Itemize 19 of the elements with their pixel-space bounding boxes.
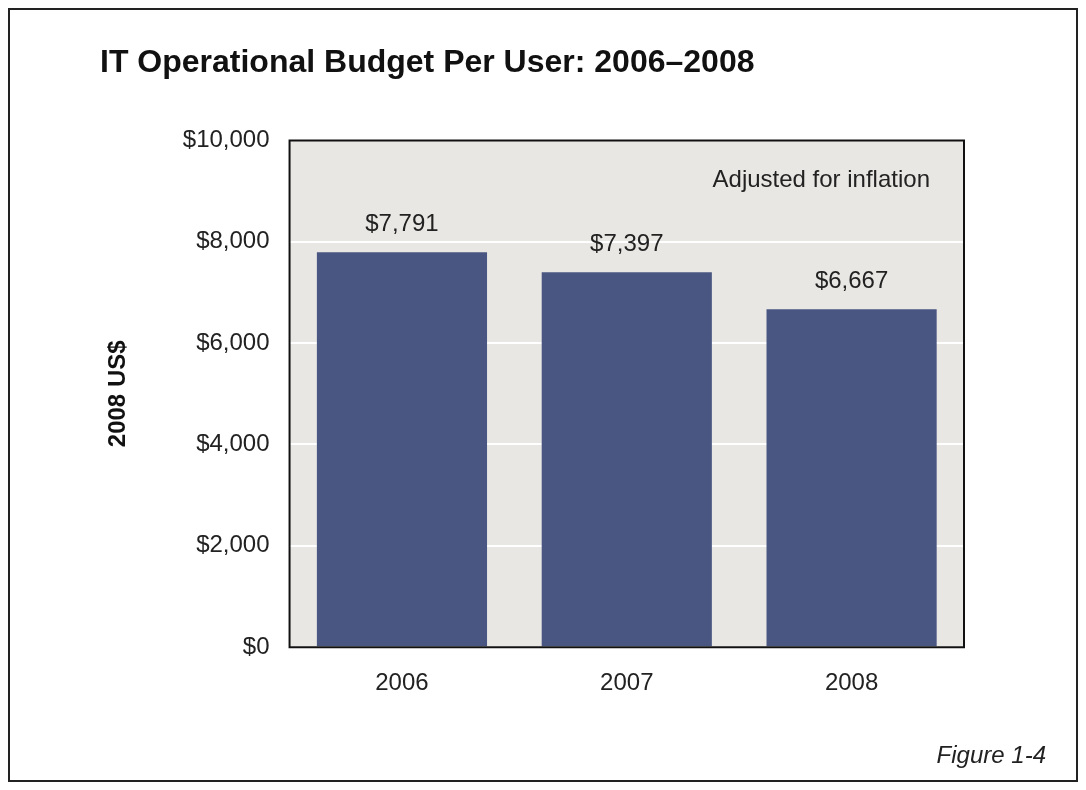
y-tick-label: $8,000: [196, 226, 270, 254]
y-tick-label: $10,000: [182, 125, 270, 153]
y-axis-title: 2008 US$: [103, 339, 131, 448]
y-tick-label: $2,000: [196, 530, 270, 558]
bar: [541, 272, 712, 647]
y-tick-label: $4,000: [196, 429, 270, 457]
x-tick-label: 2008: [824, 668, 879, 696]
caption: Figure 1-4: [936, 740, 1046, 768]
y-tick-label: $6,000: [196, 327, 270, 355]
bar: [316, 252, 488, 647]
data-label: $7,791: [365, 208, 439, 236]
bar: [766, 309, 937, 647]
annotation: Adjusted for inflation: [712, 165, 930, 193]
data-label: $7,397: [590, 228, 664, 256]
chart-title: IT Operational Budget Per User: 2006–2008: [100, 43, 755, 80]
y-tick-label: $0: [242, 631, 270, 659]
x-tick-label: 2006: [375, 668, 429, 696]
x-tick-label: 2007: [600, 668, 654, 696]
data-label: $6,667: [814, 265, 889, 293]
